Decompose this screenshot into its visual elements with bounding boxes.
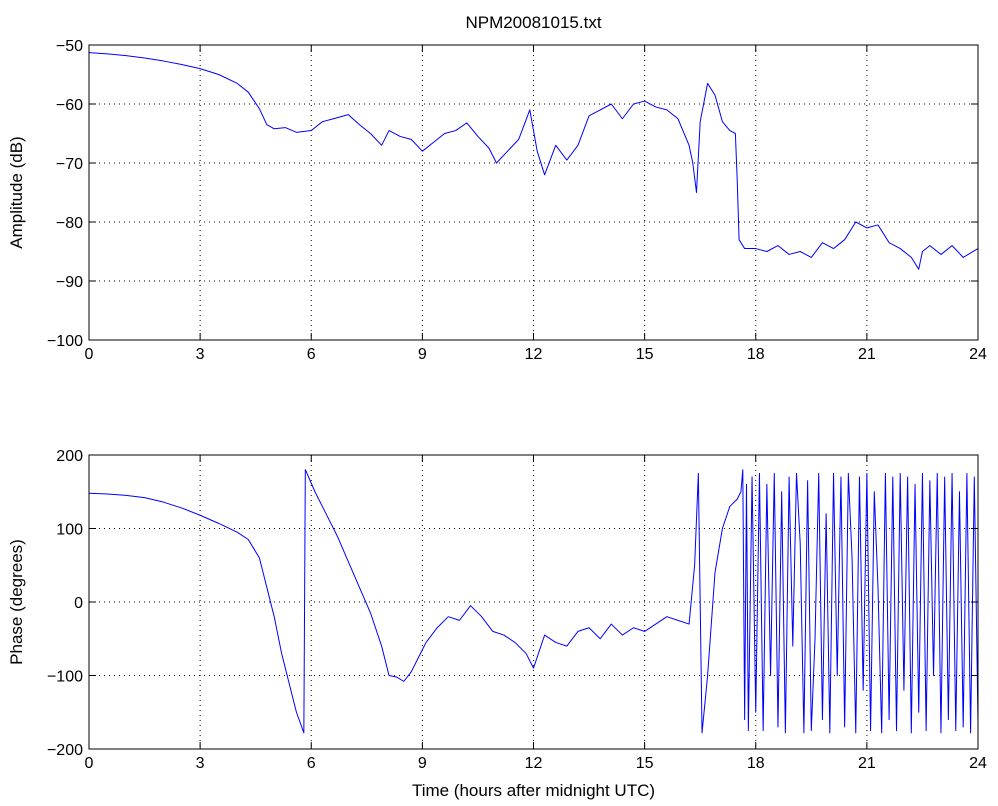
- y-tick-label: −100: [47, 333, 83, 350]
- x-tick-label: 0: [85, 346, 94, 363]
- y-axis-label: Amplitude (dB): [7, 136, 26, 248]
- x-tick-label: 18: [747, 755, 765, 772]
- y-tick-label: −80: [56, 215, 83, 232]
- x-tick-label: 3: [196, 755, 205, 772]
- figure-title: NPM20081015.txt: [465, 13, 601, 32]
- data-series-line: [88, 52, 979, 270]
- data-series-line: [88, 469, 979, 734]
- y-tick-label: −50: [56, 38, 83, 55]
- x-tick-label: 18: [747, 346, 765, 363]
- x-axis-label: Time (hours after midnight UTC): [412, 781, 655, 800]
- x-tick-label: 0: [85, 755, 94, 772]
- chart-panel-2: 0 3 6 9 12 15 18 21 24 −200 −100 0 100 200 Phase (degr…: [7, 448, 987, 800]
- x-tick-label: 12: [525, 346, 543, 363]
- x-tick-label: 15: [636, 755, 654, 772]
- x-tick-label: 21: [858, 755, 876, 772]
- y-tick-label: −70: [56, 156, 83, 173]
- y-tick-label: 100: [56, 522, 83, 539]
- x-tick-label: 6: [307, 755, 316, 772]
- x-tick-label: 12: [525, 755, 543, 772]
- y-tick-label: −90: [56, 274, 83, 291]
- x-tick-label: 15: [636, 346, 654, 363]
- chart-panel-1: 0 3 6 9 12 15 18 21 24 −100 −90 −80 −70 −60 −50 Amplitu…: [7, 38, 987, 363]
- x-tick-label: 3: [196, 346, 205, 363]
- y-tick-label: 200: [56, 448, 83, 465]
- y-tick-label: −100: [47, 669, 83, 686]
- y-tick-label: −60: [56, 97, 83, 114]
- x-tick-label: 24: [969, 346, 987, 363]
- x-tick-label: 21: [858, 346, 876, 363]
- y-tick-label: 0: [74, 595, 83, 612]
- x-tick-label: 9: [418, 755, 427, 772]
- x-tick-label: 9: [418, 346, 427, 363]
- y-tick-label: −200: [47, 742, 83, 759]
- x-tick-label: 6: [307, 346, 316, 363]
- y-axis-label: Phase (degrees): [7, 539, 26, 665]
- x-tick-label: 24: [969, 755, 987, 772]
